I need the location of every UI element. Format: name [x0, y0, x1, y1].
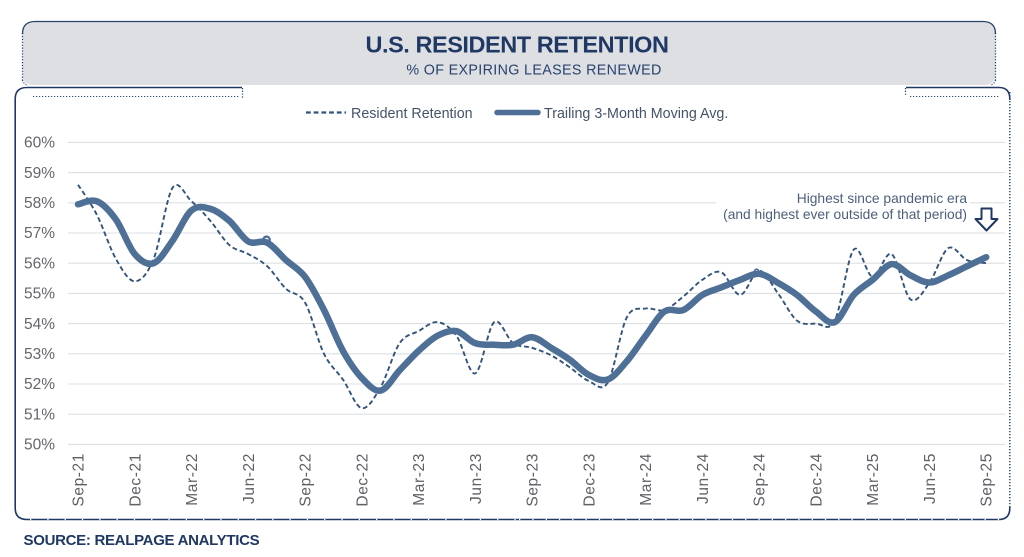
svg-text:Mar-22: Mar-22	[184, 453, 201, 506]
svg-text:Jun-23: Jun-23	[468, 453, 485, 504]
svg-text:Dec-23: Dec-23	[581, 453, 598, 507]
svg-text:Resident Retention: Resident Retention	[351, 106, 473, 122]
svg-text:54%: 54%	[24, 316, 55, 333]
svg-text:Sep-21: Sep-21	[71, 453, 88, 507]
svg-text:59%: 59%	[24, 165, 55, 182]
svg-text:51%: 51%	[24, 406, 55, 423]
svg-text:Jun-22: Jun-22	[241, 453, 258, 504]
svg-text:Jun-25: Jun-25	[922, 453, 939, 504]
svg-text:Dec-22: Dec-22	[354, 453, 371, 507]
svg-text:55%: 55%	[24, 286, 55, 303]
svg-text:Mar-23: Mar-23	[411, 453, 428, 506]
svg-text:Jun-24: Jun-24	[695, 453, 712, 504]
svg-text:Sep-25: Sep-25	[979, 453, 996, 507]
svg-text:Dec-21: Dec-21	[127, 453, 144, 507]
svg-text:Mar-24: Mar-24	[638, 453, 655, 506]
svg-text:U.S. RESIDENT RETENTION: U.S. RESIDENT RETENTION	[365, 31, 668, 57]
svg-text:52%: 52%	[24, 376, 55, 393]
svg-text:53%: 53%	[24, 346, 55, 363]
svg-text:60%: 60%	[24, 135, 55, 152]
svg-text:Trailing 3-Month Moving Avg.: Trailing 3-Month Moving Avg.	[544, 106, 728, 122]
svg-text:Mar-25: Mar-25	[865, 453, 882, 506]
svg-text:% OF EXPIRING LEASES RENEWED: % OF EXPIRING LEASES RENEWED	[406, 62, 661, 78]
svg-text:58%: 58%	[24, 195, 55, 212]
svg-text:SOURCE: REALPAGE ANALYTICS: SOURCE: REALPAGE ANALYTICS	[24, 532, 260, 549]
svg-text:50%: 50%	[24, 437, 55, 454]
svg-text:Sep-23: Sep-23	[525, 453, 542, 507]
svg-text:56%: 56%	[24, 255, 55, 272]
svg-text:Sep-22: Sep-22	[298, 453, 315, 507]
svg-text:Highest since pandemic era: Highest since pandemic era	[797, 191, 968, 206]
svg-text:57%: 57%	[24, 225, 55, 242]
svg-text:Sep-24: Sep-24	[752, 453, 769, 507]
svg-text:(and highest ever outside of t: (and highest ever outside of that period…	[723, 207, 967, 222]
svg-text:Dec-24: Dec-24	[808, 453, 825, 507]
